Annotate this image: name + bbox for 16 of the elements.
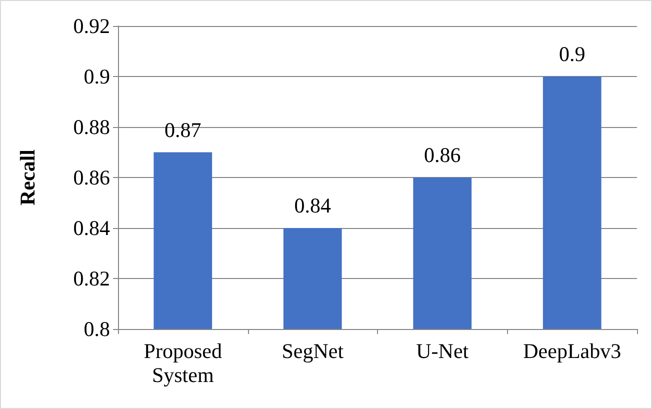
x-tick-label: SegNet xyxy=(282,339,344,363)
y-axis-title: Recall xyxy=(16,149,40,206)
data-label: 0.86 xyxy=(424,143,461,167)
y-tick-label: 0.8 xyxy=(84,317,110,341)
data-label: 0.87 xyxy=(164,118,202,142)
data-label: 0.84 xyxy=(294,194,332,218)
y-tick-label: 0.92 xyxy=(73,14,110,38)
x-tick-label: Proposed System xyxy=(144,339,222,387)
data-label: 0.9 xyxy=(559,42,586,66)
x-tick-label: U-Net xyxy=(416,339,469,363)
y-tick-label: 0.84 xyxy=(73,216,110,240)
y-tick-label: 0.88 xyxy=(73,115,110,139)
y-tick-label: 0.9 xyxy=(84,64,110,88)
y-tick-label: 0.82 xyxy=(73,266,110,290)
y-tick-label: 0.86 xyxy=(73,166,110,190)
x-tick-label: DeepLabv3 xyxy=(523,339,622,363)
